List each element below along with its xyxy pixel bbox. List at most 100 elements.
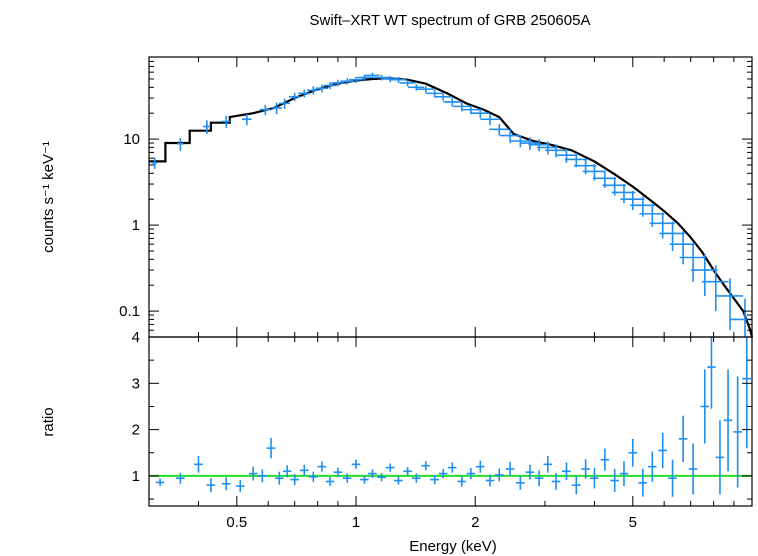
ratio-data-point: [333, 467, 343, 477]
spectrum-data-point: [390, 76, 407, 83]
ratio-data-point: [317, 461, 327, 472]
spectrum-data-point: [331, 79, 345, 87]
spectrum-data-point: [730, 298, 752, 337]
ratio-data-point: [258, 469, 267, 483]
spectrum-data-point: [701, 265, 729, 312]
ratio-data-point: [175, 472, 185, 484]
spectrum-data-point: [399, 79, 416, 87]
ratio-data-point: [377, 473, 386, 482]
spectrum-data-point: [241, 114, 252, 126]
ratio-data-point: [274, 471, 284, 485]
spectrum-data-point: [323, 82, 337, 90]
spectrum-data-point: [443, 98, 461, 107]
y-tick-label: 1: [132, 217, 140, 234]
ratio-data-point: [308, 471, 318, 482]
ratio-data-point: [668, 459, 677, 497]
spectrum-data-point: [510, 135, 531, 148]
spectrum-data-point: [519, 137, 540, 150]
ratio-data-point: [619, 461, 629, 487]
spectrum-data-point: [151, 157, 158, 169]
ratio-data-point: [534, 470, 544, 487]
ratio-data-point: [505, 462, 515, 476]
ratio-data-point: [678, 415, 688, 463]
ratio-data-point: [221, 477, 231, 491]
y-tick-label: 10: [123, 131, 140, 148]
spectrum-data-point: [298, 89, 311, 98]
spectrum-data-point: [489, 123, 509, 136]
ratio-data-point: [368, 469, 377, 478]
ratio-data-point: [325, 476, 335, 487]
spectrum-data-point: [340, 78, 354, 85]
ratio-y-axis-label: ratio: [40, 407, 57, 436]
y-tick-label: 0.1: [119, 303, 140, 320]
y-tick-label: 3: [132, 375, 140, 392]
spectrum-data-point: [434, 93, 452, 101]
ratio-data-point: [342, 473, 352, 483]
ratio-data-point: [571, 475, 581, 495]
y-tick-label: 2: [132, 422, 140, 439]
ratio-data-point: [638, 468, 648, 497]
spectrum-data-point: [691, 254, 718, 296]
ratio-data-point: [403, 467, 412, 476]
spectrum-data-point: [365, 72, 380, 79]
spectrum-data-point: [715, 278, 744, 331]
ratio-data-point: [266, 437, 276, 459]
ratio-data-point: [515, 475, 525, 490]
ratio-data-point: [700, 369, 710, 444]
ratio-data-point: [707, 337, 716, 409]
spectrum-data-point: [259, 104, 271, 116]
ratio-data-point: [590, 468, 599, 489]
y-tick-label: 4: [132, 329, 140, 346]
ratio-data-point: [733, 376, 742, 488]
x-tick-label: 1: [352, 514, 360, 531]
ratio-data-point: [466, 468, 476, 480]
spectrum-data-point: [357, 74, 372, 81]
ratio-data-point: [658, 432, 667, 469]
spectrum-data-point: [480, 114, 500, 126]
ratio-panel-frame: [148, 336, 753, 507]
ratio-data-point: [394, 476, 403, 485]
ratio-data-point: [351, 459, 361, 469]
ratio-data-point: [438, 468, 448, 479]
x-tick-label: 5: [629, 514, 637, 531]
spectrum-data-point: [669, 231, 696, 265]
ratio-data-point: [155, 478, 165, 487]
x-tick-label: 0.5: [226, 514, 247, 531]
spectrum-data-point: [555, 148, 577, 163]
ratio-data-point: [430, 474, 439, 485]
model-curve: [149, 77, 754, 338]
spectrum-data-point: [307, 86, 320, 95]
ratio-data-point: [360, 475, 369, 484]
ratio-data-point: [525, 464, 535, 480]
ratio-data-point: [688, 443, 698, 495]
spectrum-data-point: [202, 120, 211, 134]
ratio-data-point: [543, 455, 553, 473]
spectrum-data-point: [374, 74, 389, 81]
ratio-data-point: [475, 460, 485, 473]
spectrum-data-point: [408, 84, 425, 91]
ratio-data-point: [494, 468, 504, 482]
spectrum-data-point: [620, 190, 645, 210]
ratio-data-point: [299, 464, 309, 476]
ratio-data-point: [411, 473, 421, 483]
ratio-data-point: [235, 480, 245, 493]
spectrum-data-point: [470, 108, 490, 119]
spectrum-data-point: [528, 139, 550, 152]
spectrum-data-point: [417, 85, 434, 93]
y-tick-label: 1: [132, 468, 140, 485]
ratio-data-point: [194, 455, 203, 473]
ratio-data-point: [457, 476, 467, 487]
ratio-data-point: [421, 461, 431, 471]
ratio-data-point: [385, 463, 395, 472]
spectrum-data-point: [679, 242, 706, 282]
spectrum-panel-frame: [148, 56, 753, 338]
x-axis-label: Energy (keV): [409, 538, 497, 555]
x-tick-label: 2: [471, 514, 479, 531]
ratio-data-point: [742, 337, 752, 449]
ratio-data-point: [600, 448, 610, 471]
ratio-data-point: [282, 465, 292, 478]
ratio-data-point: [628, 438, 638, 467]
ratio-data-point: [551, 473, 561, 490]
ratio-data-point: [723, 369, 733, 472]
